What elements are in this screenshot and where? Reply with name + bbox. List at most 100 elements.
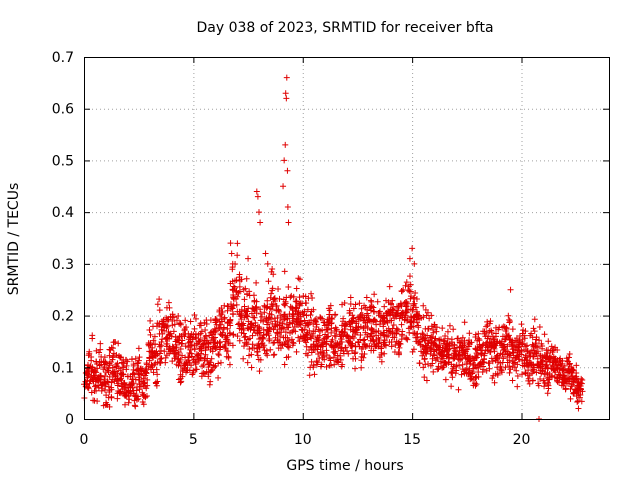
data-point <box>173 361 180 368</box>
data-point <box>310 362 317 369</box>
data-point <box>150 337 157 344</box>
data-point <box>328 329 335 336</box>
data-point <box>567 395 574 402</box>
data-point <box>265 328 272 335</box>
data-point <box>518 321 525 328</box>
data-point <box>236 337 243 344</box>
data-point <box>308 349 315 356</box>
data-point <box>143 360 150 367</box>
data-point <box>393 330 400 337</box>
data-point <box>220 324 227 331</box>
outlier-point <box>269 266 276 273</box>
data-point <box>293 348 300 355</box>
data-point <box>311 371 318 378</box>
data-point <box>406 273 413 280</box>
data-point <box>339 301 346 308</box>
data-point <box>422 349 429 356</box>
data-point <box>529 377 536 384</box>
data-point <box>263 304 270 311</box>
data-point <box>390 305 397 312</box>
data-point <box>554 346 561 353</box>
data-point <box>453 367 460 374</box>
y-tick-label: 0.1 <box>52 360 74 376</box>
data-point <box>546 371 553 378</box>
data-point <box>221 343 228 350</box>
outlier-point <box>280 183 287 190</box>
data-point <box>156 343 163 350</box>
data-point <box>289 307 296 314</box>
data-point <box>576 383 583 390</box>
data-point <box>526 380 533 387</box>
data-point <box>455 386 462 393</box>
data-point <box>154 378 161 385</box>
data-point <box>281 316 288 323</box>
data-point <box>188 350 195 357</box>
x-tick-label: 10 <box>294 432 312 448</box>
data-point <box>265 278 272 285</box>
data-point <box>563 376 570 383</box>
data-point <box>95 374 102 381</box>
data-point <box>420 302 427 309</box>
data-point <box>313 315 320 322</box>
data-point <box>370 347 377 354</box>
data-point <box>271 351 278 358</box>
data-point <box>574 399 581 406</box>
data-point <box>430 327 437 334</box>
data-point <box>276 333 283 340</box>
data-point <box>416 360 423 367</box>
data-point <box>208 367 215 374</box>
data-point <box>156 296 163 303</box>
data-point <box>352 349 359 356</box>
data-point <box>256 343 263 350</box>
outlier-point <box>411 260 418 267</box>
data-point <box>88 366 95 373</box>
outlier-point <box>282 141 289 148</box>
data-point <box>270 296 277 303</box>
data-point <box>337 356 344 363</box>
data-point <box>483 367 490 374</box>
data-point <box>358 345 365 352</box>
data-point <box>152 379 159 386</box>
data-point <box>378 358 385 365</box>
chart-title: Day 038 of 2023, SRMTID for receiver bft… <box>196 20 493 36</box>
data-point <box>398 288 405 295</box>
data-point <box>212 362 219 369</box>
data-point <box>421 374 428 381</box>
data-point <box>96 349 103 356</box>
data-point <box>514 349 521 356</box>
data-point <box>376 354 383 361</box>
data-point <box>135 359 142 366</box>
data-point <box>502 364 509 371</box>
data-point <box>349 319 356 326</box>
data-point <box>158 342 165 349</box>
data-point <box>106 403 113 410</box>
data-point <box>97 340 104 347</box>
data-point <box>234 240 241 247</box>
y-tick-label: 0.6 <box>52 102 74 118</box>
data-point <box>541 383 548 390</box>
data-point <box>421 356 428 363</box>
data-point <box>533 369 540 376</box>
data-point <box>132 355 139 362</box>
data-point <box>147 364 154 371</box>
data-point <box>461 319 468 326</box>
data-point <box>284 316 291 323</box>
data-point <box>394 326 401 333</box>
data-point <box>341 299 348 306</box>
data-point <box>519 341 526 348</box>
data-point <box>125 399 132 406</box>
data-point <box>546 374 553 381</box>
data-point <box>334 341 341 348</box>
data-point <box>371 291 378 298</box>
data-point <box>288 292 295 299</box>
data-point <box>389 297 396 304</box>
data-point <box>398 331 405 338</box>
data-point <box>258 340 265 347</box>
data-point <box>292 298 299 305</box>
data-point <box>493 333 500 340</box>
data-point <box>192 366 199 373</box>
data-point <box>352 327 359 334</box>
data-point <box>331 312 338 319</box>
data-point <box>403 279 410 286</box>
data-point <box>238 306 245 313</box>
